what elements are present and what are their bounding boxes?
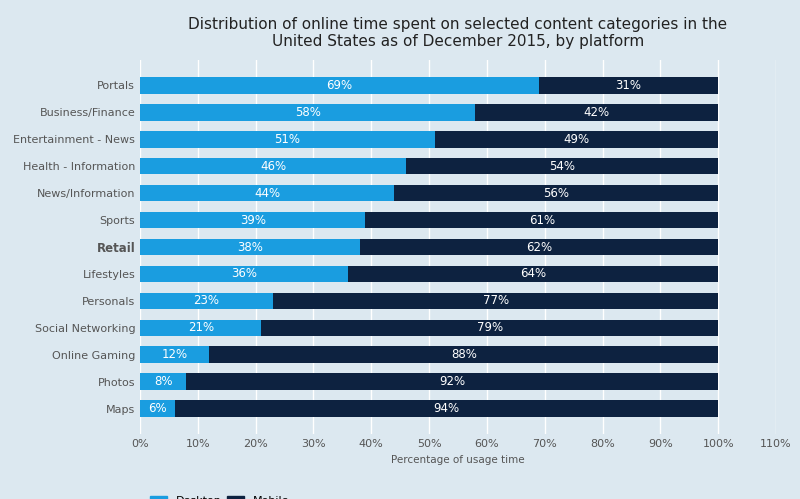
Text: 38%: 38% xyxy=(237,241,262,253)
Text: 36%: 36% xyxy=(231,267,257,280)
Text: 77%: 77% xyxy=(482,294,509,307)
Bar xyxy=(475,104,718,121)
Text: 62%: 62% xyxy=(526,241,552,253)
Bar xyxy=(140,158,406,175)
Text: 49%: 49% xyxy=(563,133,590,146)
Title: Distribution of online time spent on selected content categories in the
United S: Distribution of online time spent on sel… xyxy=(189,16,727,49)
Text: 92%: 92% xyxy=(439,375,466,388)
Bar xyxy=(406,158,718,175)
Bar xyxy=(174,400,718,417)
Text: 6%: 6% xyxy=(148,402,166,415)
Bar xyxy=(539,77,718,94)
Bar xyxy=(140,185,394,202)
Text: 64%: 64% xyxy=(520,267,546,280)
Text: 69%: 69% xyxy=(326,79,353,92)
Bar xyxy=(360,239,718,255)
Bar xyxy=(140,131,435,148)
Legend: Desktop, Mobile: Desktop, Mobile xyxy=(146,491,294,499)
Bar xyxy=(140,400,174,417)
Text: 39%: 39% xyxy=(240,214,266,227)
Bar xyxy=(140,77,539,94)
Text: 54%: 54% xyxy=(549,160,575,173)
Bar xyxy=(394,185,718,202)
Text: 88%: 88% xyxy=(451,348,477,361)
Text: 21%: 21% xyxy=(188,321,214,334)
Bar xyxy=(140,346,210,363)
Bar xyxy=(140,265,348,282)
Text: 61%: 61% xyxy=(529,214,555,227)
Bar xyxy=(140,104,475,121)
Text: 42%: 42% xyxy=(584,106,610,119)
Bar xyxy=(273,292,718,309)
Bar xyxy=(140,319,262,336)
Text: 56%: 56% xyxy=(543,187,570,200)
Text: 51%: 51% xyxy=(274,133,301,146)
Text: 58%: 58% xyxy=(294,106,321,119)
Text: 46%: 46% xyxy=(260,160,286,173)
Text: 94%: 94% xyxy=(434,402,459,415)
Bar xyxy=(140,212,366,229)
Text: 12%: 12% xyxy=(162,348,188,361)
Bar xyxy=(435,131,718,148)
X-axis label: Percentage of usage time: Percentage of usage time xyxy=(391,455,525,465)
Text: 31%: 31% xyxy=(615,79,642,92)
Bar xyxy=(140,292,273,309)
Bar xyxy=(366,212,718,229)
Bar xyxy=(210,346,718,363)
Bar xyxy=(186,373,718,390)
Bar xyxy=(140,239,360,255)
Text: 8%: 8% xyxy=(154,375,172,388)
Bar xyxy=(140,373,186,390)
Text: 44%: 44% xyxy=(254,187,280,200)
Text: 79%: 79% xyxy=(477,321,503,334)
Bar xyxy=(262,319,718,336)
Bar xyxy=(348,265,718,282)
Text: 23%: 23% xyxy=(194,294,219,307)
